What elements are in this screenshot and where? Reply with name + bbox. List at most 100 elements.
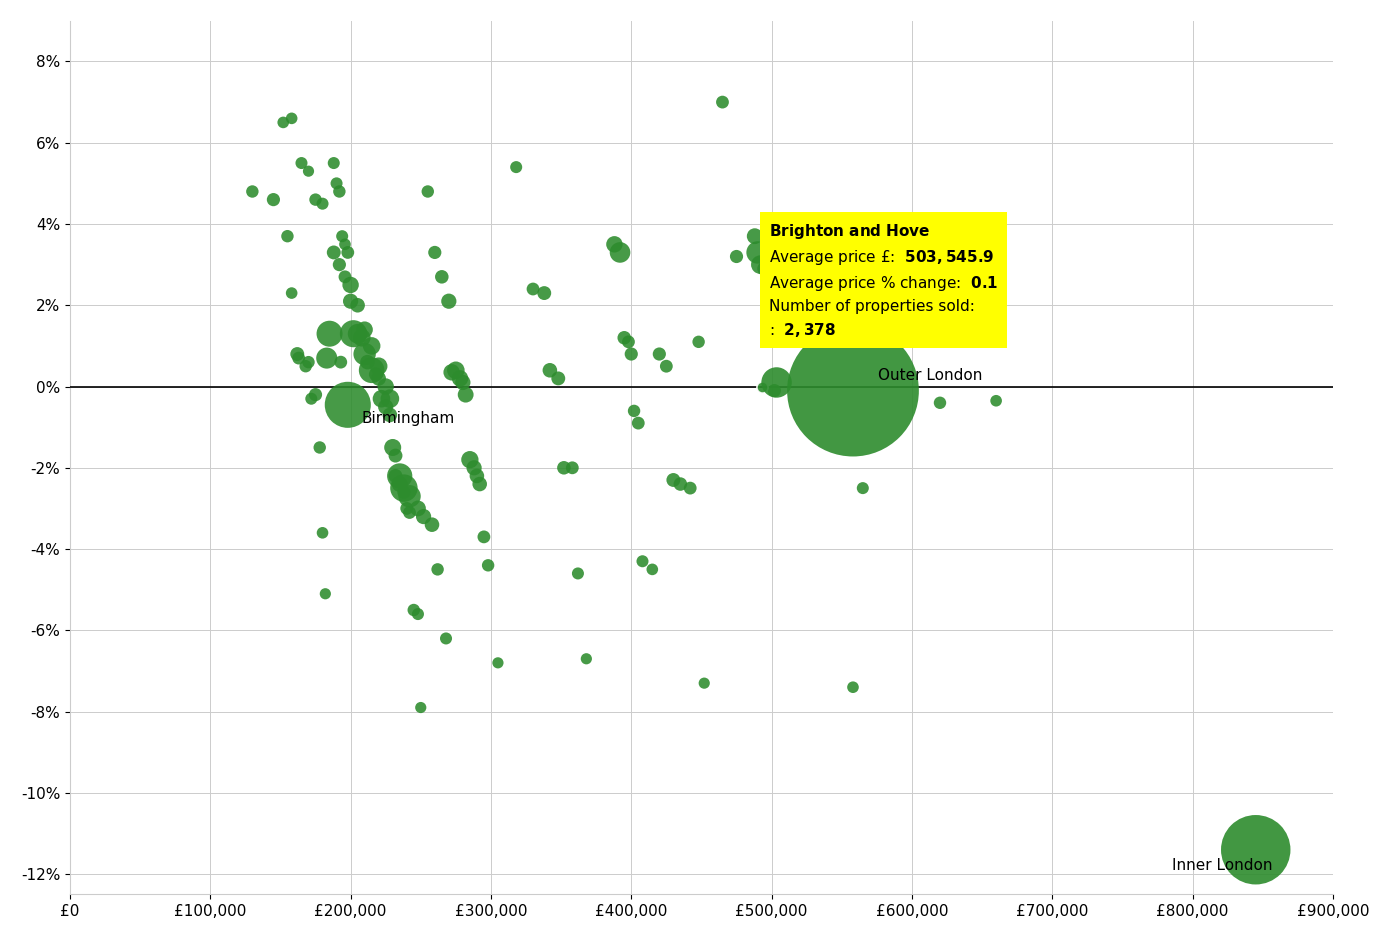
Point bbox=[421, 517, 443, 532]
Point bbox=[534, 286, 556, 301]
Point bbox=[339, 293, 361, 308]
Point bbox=[648, 347, 670, 362]
Point bbox=[356, 354, 378, 369]
Point bbox=[929, 395, 951, 410]
Point bbox=[297, 354, 320, 369]
Point bbox=[304, 192, 327, 207]
Point bbox=[346, 298, 368, 313]
Point bbox=[553, 461, 575, 476]
Point bbox=[367, 371, 389, 386]
Point bbox=[378, 391, 400, 406]
Point bbox=[744, 228, 766, 243]
Point bbox=[567, 566, 589, 581]
Point bbox=[413, 509, 435, 525]
Point bbox=[410, 700, 432, 715]
Point bbox=[353, 322, 375, 337]
Point bbox=[431, 269, 453, 284]
Point bbox=[281, 286, 303, 301]
Point bbox=[694, 676, 716, 691]
Point bbox=[753, 261, 776, 276]
Point bbox=[455, 387, 477, 402]
Point bbox=[322, 155, 345, 170]
Point bbox=[631, 554, 653, 569]
Point bbox=[539, 363, 562, 378]
Point bbox=[445, 363, 467, 378]
Point bbox=[389, 477, 411, 492]
Text: Outer London: Outer London bbox=[878, 368, 983, 384]
Point bbox=[291, 155, 313, 170]
Point bbox=[680, 480, 702, 495]
Point bbox=[617, 335, 639, 350]
Point bbox=[393, 485, 416, 500]
Point bbox=[603, 237, 626, 252]
Text: $\bf{Brighton\ and\ Hove}$
Average price £:  $\bf{503,545.9}$
Average price % ch: $\bf{Brighton\ and\ Hove}$ Average price… bbox=[769, 222, 998, 339]
Point bbox=[367, 359, 389, 374]
Point bbox=[749, 258, 771, 273]
Point bbox=[297, 164, 320, 179]
Point bbox=[486, 655, 509, 670]
Point bbox=[468, 477, 491, 492]
Point bbox=[295, 359, 317, 374]
Point bbox=[575, 651, 598, 666]
Point bbox=[435, 631, 457, 646]
Point bbox=[336, 245, 359, 260]
Point bbox=[336, 398, 359, 413]
Point bbox=[641, 562, 663, 577]
Point bbox=[609, 245, 631, 260]
Point bbox=[669, 477, 691, 492]
Point bbox=[242, 184, 264, 199]
Point bbox=[353, 347, 375, 362]
Point bbox=[311, 525, 334, 540]
Point bbox=[328, 184, 350, 199]
Point bbox=[407, 606, 430, 621]
Point bbox=[288, 351, 310, 366]
Point bbox=[393, 480, 416, 495]
Point bbox=[623, 403, 645, 418]
Point bbox=[364, 367, 386, 382]
Point bbox=[662, 473, 684, 488]
Point bbox=[350, 330, 373, 345]
Point bbox=[311, 196, 334, 212]
Point bbox=[322, 245, 345, 260]
Point bbox=[385, 468, 407, 483]
Point bbox=[505, 160, 527, 175]
Point bbox=[382, 440, 404, 455]
Point bbox=[1244, 842, 1266, 857]
Point bbox=[417, 184, 439, 199]
Point bbox=[309, 440, 331, 455]
Point bbox=[385, 448, 407, 463]
Point bbox=[562, 461, 584, 476]
Point bbox=[370, 391, 392, 406]
Point bbox=[286, 347, 309, 362]
Point bbox=[346, 326, 368, 341]
Point bbox=[396, 501, 418, 516]
Point bbox=[374, 379, 396, 394]
Point bbox=[842, 384, 865, 399]
Point bbox=[424, 245, 446, 260]
Text: Birmingham: Birmingham bbox=[361, 411, 455, 426]
Point bbox=[360, 338, 382, 353]
Point bbox=[473, 529, 495, 544]
Point bbox=[281, 111, 303, 126]
Point bbox=[272, 115, 295, 130]
Text: Inner London: Inner London bbox=[1172, 858, 1272, 873]
Point bbox=[521, 281, 543, 296]
Point bbox=[316, 351, 338, 366]
Point bbox=[378, 407, 400, 422]
Point bbox=[328, 258, 350, 273]
Point bbox=[329, 354, 352, 369]
Point bbox=[852, 480, 874, 495]
Point bbox=[300, 391, 322, 406]
Point bbox=[746, 245, 769, 260]
Point bbox=[334, 237, 356, 252]
Point bbox=[399, 505, 421, 520]
Point bbox=[304, 387, 327, 402]
Point bbox=[407, 501, 430, 516]
Point bbox=[438, 293, 460, 308]
Point bbox=[466, 468, 488, 483]
Point bbox=[389, 468, 411, 483]
Point bbox=[726, 249, 748, 264]
Point bbox=[763, 384, 785, 399]
Point bbox=[766, 375, 788, 390]
Point bbox=[325, 176, 348, 191]
